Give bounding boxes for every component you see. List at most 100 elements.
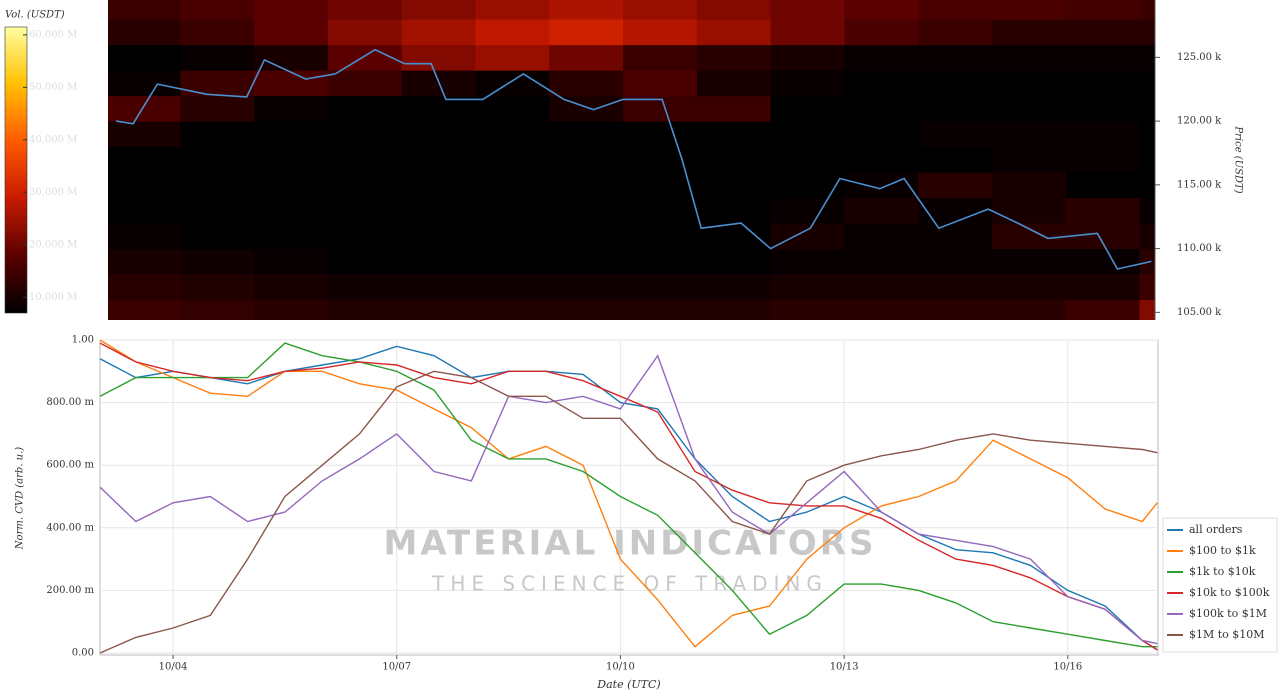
heatmap-cell <box>549 223 624 250</box>
y-axis-title: Price (USDT) <box>1233 125 1244 193</box>
heatmap-cell <box>1065 95 1141 122</box>
heatmap-cell <box>770 274 845 301</box>
heatmap-cell <box>770 197 845 224</box>
heatmap-cell <box>475 0 550 20</box>
heatmap-cell <box>254 70 329 97</box>
heatmap-cell <box>108 146 181 173</box>
heatmap-cell <box>844 274 919 301</box>
legend-label: all orders <box>1189 523 1243 536</box>
series-line <box>100 342 1158 648</box>
y-tick-label: 125.00 k <box>1177 52 1222 63</box>
heatmap-cell <box>180 172 255 199</box>
heatmap-cell <box>696 274 772 301</box>
heatmap-cell <box>623 274 698 301</box>
heatmap-cell <box>918 274 993 301</box>
heatmap-cell <box>254 19 329 46</box>
heatmap-cell <box>844 197 919 224</box>
heatmap-cell <box>1139 44 1155 71</box>
heatmap-cell <box>254 95 329 122</box>
heatmap-cell <box>180 95 255 122</box>
heatmap-cell <box>991 197 1067 224</box>
y-tick-label: 200.00 m <box>46 585 94 596</box>
heatmap-cell <box>1065 70 1141 97</box>
heatmap-cell <box>180 19 255 46</box>
heatmap-cell <box>180 197 255 224</box>
heatmap-cell <box>844 70 919 97</box>
heatmap-cell <box>991 172 1067 199</box>
heatmap-cell <box>623 197 698 224</box>
heatmap-cell <box>549 146 624 173</box>
heatmap-cell <box>108 0 181 20</box>
heatmap-cell <box>327 44 403 71</box>
heatmap-cell <box>327 274 403 301</box>
heatmap-cell <box>844 44 919 71</box>
heatmap-cell <box>1139 0 1155 20</box>
heatmap-cell <box>108 70 181 97</box>
legend-label: $100 to $1k <box>1189 544 1256 557</box>
heatmap-cell <box>623 172 698 199</box>
heatmap-cell <box>475 172 550 199</box>
series-line <box>100 370 1158 654</box>
heatmap-cell <box>475 19 550 46</box>
heatmap-cell <box>549 172 624 199</box>
legend-label: $1k to $10k <box>1189 565 1256 578</box>
heatmap-cell <box>696 95 772 122</box>
heatmap-cell <box>844 299 919 320</box>
heatmap-cell <box>991 146 1067 173</box>
heatmap-cell <box>254 299 329 320</box>
heatmap-cell <box>475 146 550 173</box>
heatmap-cell <box>180 299 255 320</box>
heatmap-cell <box>401 0 476 20</box>
watermark: MATERIAL INDICATORS <box>384 524 877 564</box>
y-tick-label: 120.00 k <box>1177 116 1222 127</box>
heatmap-cell <box>844 95 919 122</box>
legend-box <box>1162 517 1278 653</box>
colorbar-tick-label: 30.000 M <box>29 187 77 198</box>
lines <box>100 340 1158 654</box>
y-tick-label: 0.00 <box>72 648 94 659</box>
heatmap-cell <box>475 248 550 275</box>
heatmap-cell <box>108 44 181 71</box>
heatmap-cell <box>475 95 550 122</box>
heatmap-cell <box>180 70 255 97</box>
heatmap-cell <box>254 248 329 275</box>
heatmap-cell <box>991 121 1067 148</box>
heatmap-cell <box>401 223 476 250</box>
heatmap-cell <box>696 19 772 46</box>
heatmap-cell <box>180 223 255 250</box>
heatmap-cell <box>1065 274 1141 301</box>
y-tick-label: 600.00 m <box>46 460 94 471</box>
heatmap-cell <box>549 299 624 320</box>
y-tick-label: 105.00 k <box>1177 307 1222 318</box>
heatmap-cell <box>549 274 624 301</box>
heatmap-cell <box>696 197 772 224</box>
heatmap-cell <box>108 95 181 122</box>
heatmap-cell <box>401 299 476 320</box>
heatmap-cell <box>1065 248 1141 275</box>
heatmap-cell <box>401 146 476 173</box>
heatmap-cell <box>549 121 624 148</box>
heatmap-cell <box>1139 274 1155 301</box>
heatmap-cell <box>108 19 181 46</box>
heatmap-cell <box>1139 95 1155 122</box>
heatmap-cell <box>770 0 845 20</box>
heatmap-cell <box>770 95 845 122</box>
heatmap-cell <box>1065 19 1141 46</box>
heatmap-cell <box>327 95 403 122</box>
heatmap-cell <box>918 197 993 224</box>
heatmap-cell <box>623 121 698 148</box>
heatmap-cell <box>918 95 993 122</box>
heatmap-cell <box>918 44 993 71</box>
heatmap-cell <box>327 172 403 199</box>
heatmap-cell <box>844 248 919 275</box>
heatmap-cell <box>844 121 919 148</box>
heatmap-cell <box>770 299 845 320</box>
y-tick-label: 110.00 k <box>1177 243 1222 254</box>
y-tick-label: 1.00 <box>72 335 94 346</box>
heatmap-cell <box>623 146 698 173</box>
heatmap-cell <box>1139 146 1155 173</box>
heatmap-cell <box>991 274 1067 301</box>
heatmap-cell <box>401 44 476 71</box>
heatmap-cell <box>770 248 845 275</box>
